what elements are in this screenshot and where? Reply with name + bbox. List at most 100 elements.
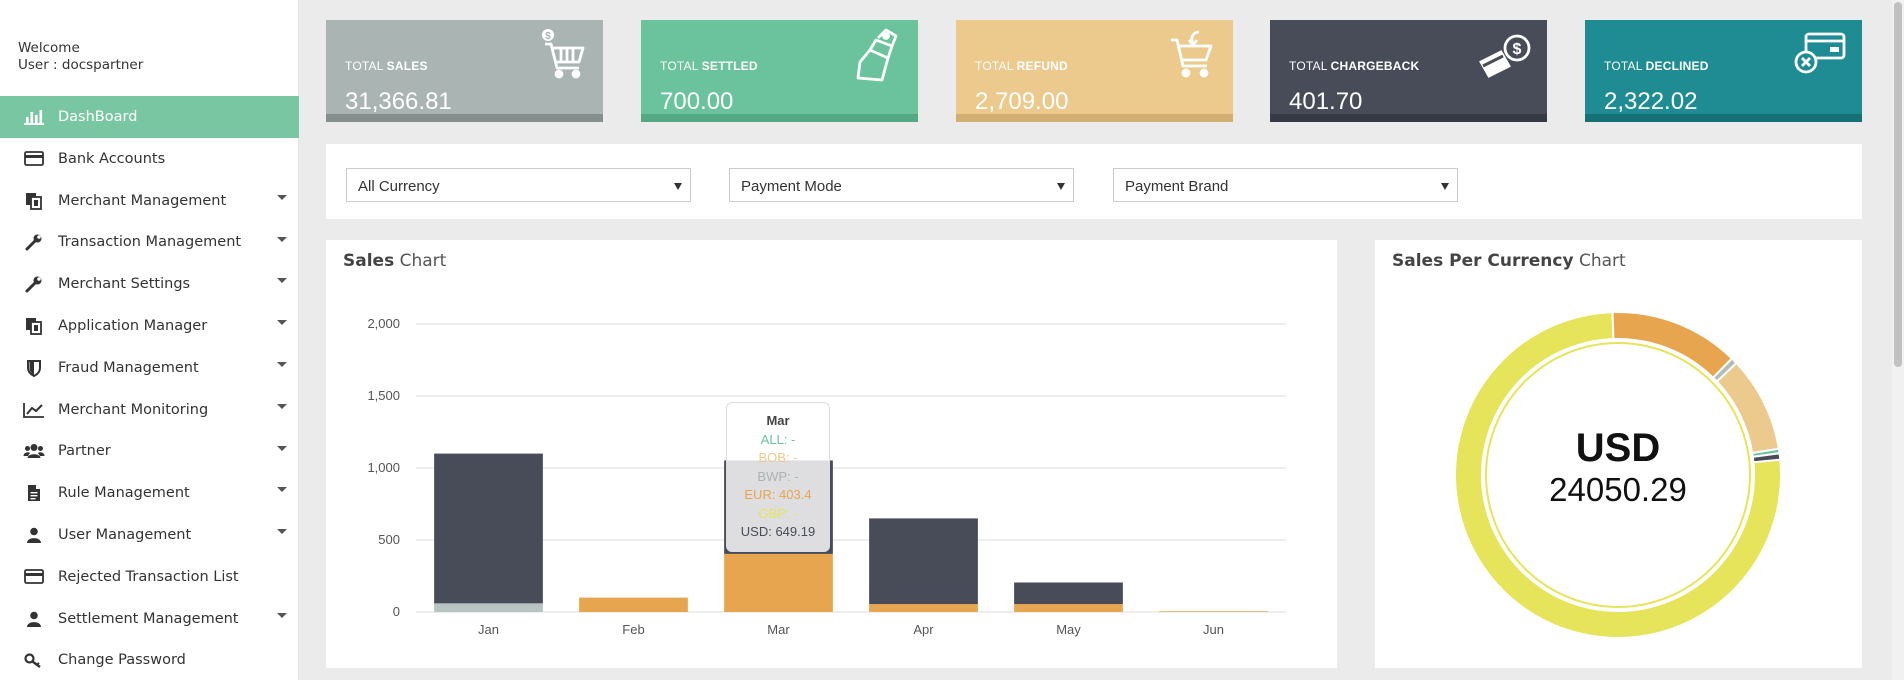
x-tick-label: Feb [622,622,644,637]
sidebar-item-user-management[interactable]: User Management [0,514,299,556]
payment-brand-select-value: Payment Brand [1125,178,1229,195]
tooltip-line: EUR: 403.4 [744,487,812,502]
currency-chart-panel: Sales Per Currency Chart USD 24050.29 [1375,240,1862,668]
cart-return-icon [1163,28,1219,84]
sidebar-item-label: Change Password [58,652,186,669]
chevron-down-icon [1441,183,1449,190]
sidebar-item-transaction-management[interactable]: Transaction Management [0,222,299,264]
payment-brand-select[interactable]: Payment Brand [1113,168,1458,202]
scrollbar-thumb[interactable] [1894,2,1902,367]
donut-value: 24050.29 [1549,471,1687,508]
stat-card-value: 2,709.00 [975,88,1069,115]
sidebar-item-bank-accounts[interactable]: Bank Accounts [0,138,299,180]
tooltip-line: BWP: - [757,468,799,484]
card-declined-icon [1792,28,1848,84]
sidebar-item-dashboard[interactable]: DashBoard [0,96,299,138]
stat-card-accent-bar [326,114,603,122]
chevron-down-icon [277,403,287,409]
filter-bar: All Currency Payment Mode Payment Brand [326,144,1862,219]
stat-card-value: 401.70 [1289,88,1363,115]
y-tick-label: 500 [378,532,400,547]
sidebar: Welcome User : docspartner DashBoard Bank… [0,0,299,680]
stat-card-title: TOTAL REFUND [975,59,1068,73]
shield-icon [22,359,46,377]
chevron-down-icon [277,194,287,200]
sidebar-item-label: Fraud Management [58,359,199,376]
stat-card-accent-bar [1270,114,1547,122]
bar-eur-may [1014,604,1123,612]
sidebar-item-merchant-management[interactable]: Merchant Management [0,180,299,222]
bar-eur-feb [579,597,688,612]
x-tick-label: Apr [913,622,934,637]
chevron-down-icon [277,487,287,493]
sidebar-item-change-password[interactable]: Change Password [0,640,299,680]
tooltip-line: ALL: - [760,431,796,447]
stat-card-value: 700.00 [660,88,734,115]
payment-mode-select[interactable]: Payment Mode [729,168,1074,202]
user-icon [22,526,46,544]
sidebar-item-label: User Management [58,527,192,544]
donut-slice-5[interactable] [1751,452,1782,464]
svg-text:$: $ [545,31,551,42]
stat-card-accent-bar [1585,114,1862,122]
bar-bwp-jan [434,603,543,612]
page-scrollbar[interactable] [1892,0,1904,680]
stat-card-title: TOTAL SETTLED [660,59,758,73]
stat-card-title: TOTAL SALES [345,59,428,73]
tooltip-line: USD: 649.19 [740,524,816,539]
stat-card-settled: TOTAL SETTLED 700.00 [641,20,918,122]
currency-select-value: All Currency [358,178,440,195]
credit-card-icon [22,568,46,586]
wrench-icon [22,233,46,251]
donut-inner-ring [1485,342,1751,608]
chevron-down-icon [277,361,287,367]
sidebar-item-label: Settlement Management [58,610,239,627]
chevron-down-icon [1057,183,1065,190]
sidebar-item-partner[interactable]: Partner [0,431,299,473]
sidebar-item-label: Rule Management [58,485,190,502]
sidebar-item-rule-management[interactable]: Rule Management [0,472,299,514]
stat-card-accent-bar [956,114,1233,122]
tooltip-title: Mar [766,413,790,428]
sidebar-item-merchant-settings[interactable]: Merchant Settings [0,263,299,305]
currency-donut-chart [1454,311,1782,639]
money-bag-icon [848,28,904,84]
stat-card-value: 2,322.02 [1604,88,1698,115]
user-name: User : docspartner [18,57,144,73]
copy-icon [22,317,46,335]
sales-chart-panel: Sales Chart 0 500 1,000 1,500 2,000 Jan Feb Mar… [326,240,1337,668]
sidebar-item-label: Partner [58,443,111,460]
bar-usd-apr [869,518,978,605]
sidebar-item-label: Bank Accounts [58,150,166,167]
sidebar-item-settlement-management[interactable]: Settlement Management [0,598,299,640]
sidebar-item-label: Transaction Management [58,234,242,251]
key-icon [22,651,46,669]
stat-card-value: 31,366.81 [345,88,452,115]
stat-card-title: TOTAL CHARGEBACK [1289,59,1420,73]
donut-slice-eur[interactable] [1611,311,1734,380]
donut-slice-usd[interactable] [1454,311,1782,639]
currency-select[interactable]: All Currency [346,168,691,202]
stat-card-refund: TOTAL REFUND 2,709.00 [956,20,1233,122]
welcome-text: Welcome [18,40,80,56]
credit-card-icon [22,150,46,168]
x-tick-label: May [1056,622,1081,637]
sidebar-item-label: DashBoard [58,109,138,125]
sidebar-item-rejected-transaction-list[interactable]: Rejected Transaction List [0,556,299,598]
bar-eur-mar [724,553,833,612]
sidebar-item-merchant-monitoring[interactable]: Merchant Monitoring [0,389,299,431]
currency-chart-title: Sales Per Currency Chart [1392,251,1626,271]
y-tick-label: 1,500 [367,388,400,403]
chevron-down-icon [674,183,682,190]
svg-text:$: $ [1513,41,1522,58]
sales-chart: 0 500 1,000 1,500 2,000 Jan Feb Mar Apr May Jun [367,316,1286,637]
bar-eur-apr [869,604,978,612]
sidebar-item-fraud-management[interactable]: Fraud Management [0,347,299,389]
donut-slice-3[interactable] [1715,361,1781,455]
chevron-down-icon [277,529,287,535]
bar-usd-may [1014,582,1123,605]
sidebar-item-label: Rejected Transaction List [58,568,239,585]
card-refund-icon: $ [1477,28,1533,84]
sales-chart-title: Sales Chart [343,251,447,271]
sidebar-item-application-manager[interactable]: Application Manager [0,305,299,347]
